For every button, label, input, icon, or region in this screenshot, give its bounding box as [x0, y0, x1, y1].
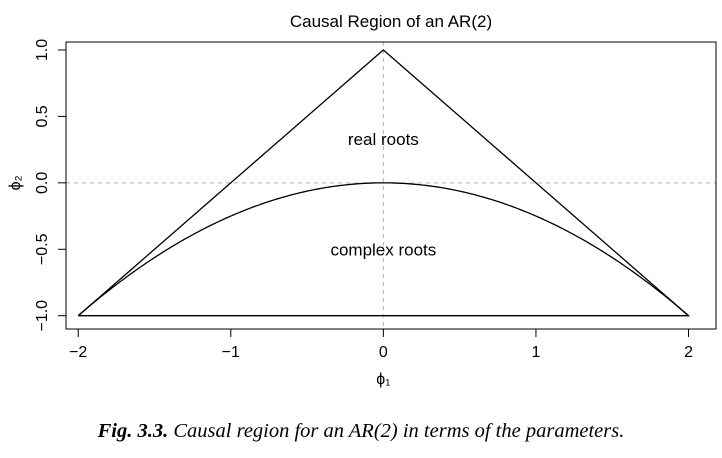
- annotations: real roots complex roots: [330, 130, 436, 259]
- x-tick-label: 0: [379, 344, 388, 361]
- reference-lines: [66, 42, 716, 329]
- causal-region-chart: Causal Region of an AR(2) real roots comp…: [7, 12, 717, 388]
- y-tick-label: 1.0: [34, 39, 51, 61]
- y-tick-label: −1.0: [34, 300, 51, 332]
- y-tick-label: −0.5: [34, 233, 51, 265]
- x-tick-label: 1: [531, 344, 540, 361]
- figure-caption-text: Causal region for an AR(2) in terms of t…: [168, 420, 625, 442]
- y-tick-label: 0.5: [34, 105, 51, 127]
- chart-title: Causal Region of an AR(2): [290, 12, 492, 31]
- x-axis-label: ϕ₁: [376, 371, 390, 388]
- y-axis: −1.0 −0.5 0.0 0.5 1.0: [34, 39, 66, 332]
- series-parabola: [77, 182, 689, 317]
- annotation-real-roots: real roots: [348, 130, 419, 149]
- x-tick-label: 2: [684, 344, 693, 361]
- y-tick-label: 0.0: [34, 172, 51, 194]
- x-tick-label: −2: [69, 344, 87, 361]
- y-axis-label: ϕ₂: [7, 175, 24, 190]
- series-triangle: [77, 49, 691, 317]
- x-tick-label: −1: [222, 344, 240, 361]
- figure-caption-label: Fig. 3.3.: [97, 420, 169, 442]
- x-axis: −2 −1 0 1 2: [69, 328, 693, 361]
- figure-caption: Fig. 3.3. Causal region for an AR(2) in …: [0, 420, 722, 443]
- annotation-complex-roots: complex roots: [330, 240, 436, 259]
- plot-frame: [65, 41, 717, 330]
- series-layer: [77, 49, 691, 317]
